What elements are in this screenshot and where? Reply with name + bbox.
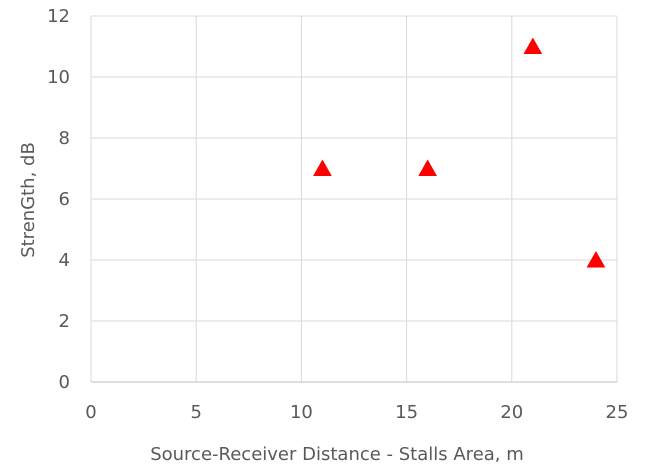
y-tick-label: 4 [59, 250, 70, 271]
data-point-triangle [523, 37, 543, 54]
data-points [313, 37, 606, 268]
x-tick-label: 10 [290, 402, 313, 423]
grid [90, 15, 618, 383]
y-tick-label: 0 [59, 372, 70, 393]
y-tick-label: 12 [47, 6, 70, 27]
y-tick-label: 8 [59, 128, 70, 149]
y-tick-label: 10 [47, 67, 70, 88]
data-point-triangle [418, 159, 437, 176]
data-point-triangle [586, 250, 606, 268]
y-tick-label: 2 [59, 311, 70, 332]
data-point-triangle [313, 159, 332, 176]
x-tick-label: 0 [85, 402, 96, 423]
x-axis-title: Source-Receiver Distance - Stalls Area, … [150, 444, 524, 465]
x-tick-label: 20 [500, 402, 523, 423]
x-axis-ticks: 0 5 10 15 20 25 [85, 402, 628, 423]
y-axis-ticks: 0 2 4 6 8 10 12 [47, 6, 70, 393]
x-tick-label: 15 [395, 402, 418, 423]
x-tick-label: 25 [606, 402, 629, 423]
y-tick-label: 6 [59, 189, 70, 210]
x-tick-label: 5 [190, 402, 201, 423]
y-axis-title: StrenGth, dB [18, 142, 39, 258]
